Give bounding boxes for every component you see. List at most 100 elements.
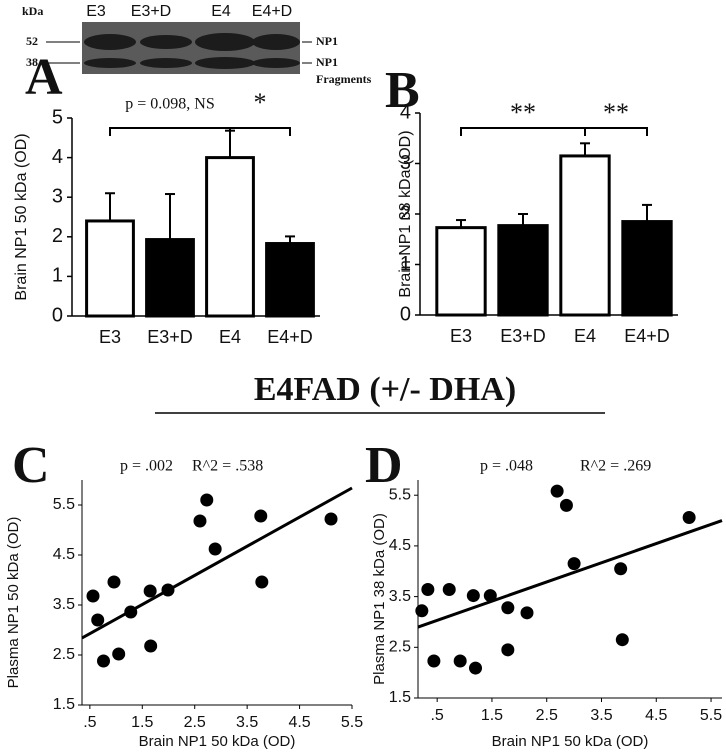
x-tick-label: E4+D — [267, 327, 313, 347]
point — [112, 647, 126, 661]
annotation: p = .002 — [120, 458, 173, 475]
point — [501, 601, 515, 615]
band-label: Fragments — [316, 72, 372, 86]
point — [469, 661, 483, 675]
point — [255, 575, 269, 589]
x-tick-label: 3.5 — [590, 707, 612, 724]
point — [421, 583, 435, 597]
bracket — [460, 127, 586, 136]
annotation: ** — [603, 98, 629, 127]
y-tick-label: 3.5 — [53, 596, 75, 613]
bracket — [229, 127, 291, 136]
point — [193, 514, 207, 528]
y-tick-label: 3 — [52, 185, 63, 207]
annotation: R^2 = .538 — [192, 458, 263, 475]
y-tick-label: 4 — [400, 101, 411, 123]
band-label: NP1 — [316, 34, 338, 48]
point — [415, 604, 429, 618]
x-tick-label: E4+D — [624, 326, 670, 346]
bar — [265, 242, 315, 318]
y-tick-label: 1 — [400, 253, 411, 275]
point — [614, 562, 628, 576]
bar — [145, 238, 195, 318]
point — [483, 589, 497, 603]
bar — [497, 224, 549, 317]
bar — [435, 226, 487, 317]
y-tick-label: 4.5 — [53, 546, 75, 563]
y-tick-label: 2.5 — [389, 639, 411, 656]
point — [107, 575, 121, 589]
y-tick-label: 4 — [52, 146, 63, 168]
bracket — [109, 127, 231, 136]
annotation: * — [254, 88, 267, 117]
x-tick-label: .5 — [83, 714, 96, 731]
heading: E4FAD (+/- DHA) — [254, 371, 516, 408]
x-axis-label: Brain NP1 50 kDa (OD) — [139, 733, 296, 750]
x-tick-label: 2.5 — [536, 707, 558, 724]
annotation: p = .048 — [480, 458, 533, 475]
y-tick-label: 5.5 — [389, 486, 411, 503]
y-axis-label: Plasma NP1 38 kDa (OD) — [371, 513, 388, 685]
point — [559, 498, 573, 512]
x-tick-label: E4 — [219, 327, 241, 347]
x-tick-label: .5 — [430, 707, 443, 724]
point — [520, 606, 534, 620]
lane-label: E3 — [86, 3, 106, 20]
point — [442, 583, 456, 597]
x-tick-label: 5.5 — [700, 707, 722, 724]
y-tick-label: 0 — [400, 303, 411, 325]
bar — [559, 154, 611, 317]
point — [466, 589, 480, 603]
y-tick-label: 4.5 — [389, 537, 411, 554]
fit-line — [81, 486, 353, 640]
annotation: R^2 = .269 — [580, 458, 651, 475]
y-tick-label: 1 — [52, 265, 63, 287]
point — [615, 633, 629, 647]
point — [96, 654, 110, 668]
y-tick-label: 3.5 — [389, 588, 411, 605]
x-tick-label: 1.5 — [481, 707, 503, 724]
x-tick-label: E3+D — [500, 326, 546, 346]
annotation: ** — [510, 98, 536, 127]
point — [143, 584, 157, 598]
y-tick-label: 2.5 — [53, 646, 75, 663]
bar — [85, 219, 135, 318]
bar — [621, 220, 673, 317]
marker-label: 52 — [26, 34, 38, 48]
x-tick-label: 3.5 — [236, 714, 258, 731]
y-tick-label: 5 — [52, 106, 63, 128]
x-tick-label: 4.5 — [645, 707, 667, 724]
fit-line — [417, 519, 723, 629]
x-tick-label: 1.5 — [131, 714, 153, 731]
panel-letter: C — [12, 437, 50, 494]
y-tick-label: 2 — [400, 202, 411, 224]
panel-letter: A — [25, 49, 63, 106]
marker-label: 38 — [26, 55, 38, 69]
point — [682, 511, 696, 525]
point — [144, 639, 158, 653]
y-tick-label: 1.5 — [389, 689, 411, 706]
y-axis-label: Brain NP1 50 kDa (OD) — [13, 133, 30, 300]
bar — [205, 156, 255, 318]
point — [86, 589, 100, 603]
point — [254, 509, 268, 523]
point — [567, 557, 581, 571]
y-tick-label: 2 — [52, 225, 63, 247]
point — [91, 613, 105, 627]
blot-bands — [84, 33, 300, 69]
y-tick-label: 0 — [52, 304, 63, 326]
y-tick-label: 5.5 — [53, 496, 75, 513]
panel-letter: B — [385, 62, 420, 119]
lane-label: E4+D — [252, 3, 292, 20]
y-axis-label: Brain NP1 38 kDa (OD) — [397, 130, 414, 297]
panel-letter: D — [365, 437, 403, 494]
point — [427, 654, 441, 668]
x-tick-label: 4.5 — [288, 714, 310, 731]
y-axis-label: Plasma NP1 50 kDa (OD) — [5, 517, 22, 689]
x-axis-label: Brain NP1 50 kDa (OD) — [492, 733, 649, 750]
x-tick-label: E4 — [574, 326, 596, 346]
y-tick-label: 1.5 — [53, 696, 75, 713]
x-tick-label: E3 — [450, 326, 472, 346]
bracket — [584, 127, 648, 136]
